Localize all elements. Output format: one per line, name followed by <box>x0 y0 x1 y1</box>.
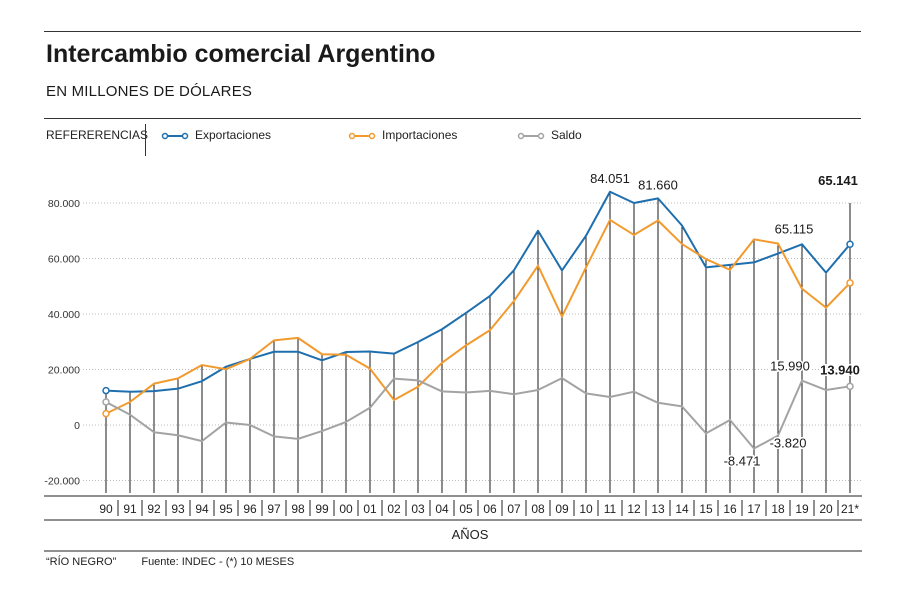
x-axis: 90 91 92 93 94 95 96 97 98 99 00 01 02 03 04 05 06 07 08 09… <box>44 495 862 552</box>
x-tick-label: 03 <box>411 502 425 516</box>
x-tick-label: 02 <box>387 502 401 516</box>
x-tick-label: 15 <box>699 502 713 516</box>
data-label: 15.990 <box>770 359 810 374</box>
x-tick-label: 19 <box>795 502 809 516</box>
series-points <box>102 240 854 418</box>
legend-label-exportaciones: Exportaciones <box>195 128 272 142</box>
chart-title: Intercambio comercial Argentino <box>46 40 436 68</box>
data-label: 65.141 <box>818 173 858 188</box>
x-tick-label: 94 <box>195 502 209 516</box>
x-tick-label: 06 <box>483 502 497 516</box>
x-tick-label: 04 <box>435 502 449 516</box>
x-tick-label: 07 <box>507 502 521 516</box>
x-tick-label: 08 <box>531 502 545 516</box>
data-point-saldo <box>102 398 110 406</box>
x-tick-label: 96 <box>243 502 257 516</box>
legend-rule <box>44 118 861 119</box>
x-tick-label: 00 <box>339 502 353 516</box>
data-point-exportaciones <box>102 386 110 395</box>
x-tick-label: 10 <box>579 502 593 516</box>
year-stems <box>105 191 851 493</box>
x-tick-label: 18 <box>771 502 785 516</box>
series-line-saldo <box>105 377 851 450</box>
series-lines <box>105 190 851 450</box>
x-tick-label: 13 <box>651 502 665 516</box>
data-point-exportaciones <box>846 240 854 248</box>
footer: “RÍO NEGRO” Fuente: INDEC - (*) 10 MESES <box>46 556 316 568</box>
y-tick-label: 80.000 <box>48 198 80 210</box>
x-tick-label: 21* <box>841 502 859 516</box>
x-tick-label: 16 <box>723 502 737 516</box>
legend-marker-saldo <box>517 132 545 140</box>
data-point-importaciones <box>846 279 854 287</box>
footer-credit: “RÍO NEGRO” <box>46 556 117 568</box>
x-tick-label: 14 <box>675 502 689 516</box>
x-tick-label: 90 <box>99 502 113 516</box>
gridlines <box>83 202 862 481</box>
data-point-saldo <box>846 382 854 391</box>
x-tick-label: 05 <box>459 502 473 516</box>
x-tick-label: 93 <box>171 502 185 516</box>
series-line-importaciones <box>105 218 851 415</box>
legend-item-saldo: Saldo <box>517 128 582 142</box>
x-tick-label: 09 <box>555 502 569 516</box>
x-tick-label: 92 <box>147 502 161 516</box>
data-label: -3.820 <box>770 436 807 451</box>
y-tick-labels: -20.000 0 20.000 40.000 60.000 80.000 <box>44 198 80 488</box>
x-tick-label: 17 <box>747 502 761 516</box>
x-tick-label: 20 <box>819 502 833 516</box>
x-tick-label: 01 <box>363 502 377 516</box>
legend-item-importaciones: Importaciones <box>348 128 457 142</box>
data-point-importaciones <box>102 409 110 418</box>
x-tick-label: 98 <box>291 502 305 516</box>
x-tick-label: 11 <box>604 502 617 516</box>
x-tick-label: 12 <box>627 502 641 516</box>
footer-source: Fuente: INDEC - (*) 10 MESES <box>141 556 295 568</box>
x-tick-label: 95 <box>219 502 233 516</box>
x-axis-label: AÑOS <box>452 527 489 542</box>
x-tick-label: 97 <box>267 502 281 516</box>
y-tick-label: 0 <box>74 420 80 432</box>
x-tick-label: 91 <box>123 502 137 516</box>
x-tick-label: 99 <box>315 502 329 516</box>
legend-title: REFERERENCIAS <box>46 128 149 142</box>
data-label: -8.471 <box>724 454 761 469</box>
data-label: 13.940 <box>820 362 860 377</box>
legend-marker-importaciones <box>348 132 376 140</box>
legend-separator <box>145 124 146 156</box>
legend-label-saldo: Saldo <box>551 128 582 142</box>
legend-marker-exportaciones <box>161 132 189 140</box>
legend-item-exportaciones: Exportaciones <box>161 128 271 142</box>
y-tick-label: 20.000 <box>48 365 80 377</box>
annotations: 84.051 81.660 65.115 65.141 -8.471 -3.820 15.9… <box>589 169 862 470</box>
y-tick-label: 60.000 <box>48 254 80 266</box>
series-line-exportaciones <box>105 190 851 393</box>
top-rule <box>44 31 861 32</box>
y-tick-label: 40.000 <box>48 309 80 321</box>
legend-label-importaciones: Importaciones <box>382 128 458 142</box>
y-tick-label: -20.000 <box>44 476 80 488</box>
chart-subtitle: EN MILLONES DE DÓLARES <box>46 83 253 100</box>
data-label: 65.115 <box>775 221 814 236</box>
data-label: 84.051 <box>590 171 630 186</box>
data-label: 81.660 <box>638 177 678 192</box>
